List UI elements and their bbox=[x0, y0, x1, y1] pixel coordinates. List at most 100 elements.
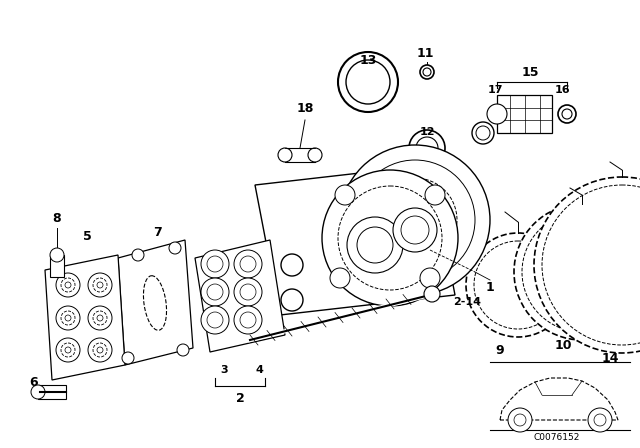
Circle shape bbox=[240, 256, 256, 272]
Circle shape bbox=[93, 343, 107, 357]
Circle shape bbox=[88, 338, 112, 362]
Circle shape bbox=[61, 278, 75, 292]
Bar bbox=[50, 255, 64, 277]
Circle shape bbox=[31, 385, 45, 399]
Circle shape bbox=[207, 256, 223, 272]
Circle shape bbox=[514, 204, 640, 340]
Circle shape bbox=[522, 212, 640, 332]
Text: 7: 7 bbox=[152, 225, 161, 238]
Text: 5: 5 bbox=[83, 229, 92, 242]
Text: C0076152: C0076152 bbox=[534, 432, 580, 441]
Circle shape bbox=[207, 312, 223, 328]
Text: 13: 13 bbox=[359, 53, 377, 66]
Text: 3: 3 bbox=[220, 365, 228, 375]
Circle shape bbox=[508, 408, 532, 432]
Text: 17: 17 bbox=[487, 85, 503, 95]
Circle shape bbox=[308, 148, 322, 162]
Circle shape bbox=[65, 282, 71, 288]
Circle shape bbox=[56, 338, 80, 362]
Circle shape bbox=[534, 177, 640, 353]
Bar bbox=[497, 95, 552, 133]
Circle shape bbox=[122, 352, 134, 364]
Text: 1: 1 bbox=[486, 280, 494, 293]
Circle shape bbox=[97, 347, 103, 353]
Circle shape bbox=[423, 68, 431, 76]
Circle shape bbox=[347, 217, 403, 273]
Text: 9: 9 bbox=[496, 344, 504, 357]
Circle shape bbox=[340, 145, 490, 295]
Bar bbox=[38, 385, 66, 399]
Text: 4: 4 bbox=[255, 365, 263, 375]
Circle shape bbox=[373, 178, 457, 262]
Circle shape bbox=[61, 343, 75, 357]
Circle shape bbox=[169, 242, 181, 254]
Circle shape bbox=[207, 284, 223, 300]
Bar bbox=[285, 148, 315, 162]
Polygon shape bbox=[118, 240, 193, 365]
Circle shape bbox=[234, 278, 262, 306]
Circle shape bbox=[424, 286, 440, 302]
Text: 6: 6 bbox=[29, 375, 38, 388]
Circle shape bbox=[65, 347, 71, 353]
Circle shape bbox=[201, 278, 229, 306]
Circle shape bbox=[472, 122, 494, 144]
Polygon shape bbox=[45, 255, 125, 380]
Polygon shape bbox=[500, 378, 618, 420]
Text: 8: 8 bbox=[52, 211, 61, 224]
Circle shape bbox=[56, 273, 80, 297]
Circle shape bbox=[278, 148, 292, 162]
Circle shape bbox=[346, 60, 390, 104]
Circle shape bbox=[234, 250, 262, 278]
Text: 12: 12 bbox=[419, 127, 435, 137]
Circle shape bbox=[355, 160, 475, 280]
Circle shape bbox=[542, 185, 640, 345]
Circle shape bbox=[562, 109, 572, 119]
Circle shape bbox=[338, 186, 442, 290]
Text: 2-14: 2-14 bbox=[453, 297, 481, 307]
Text: 16: 16 bbox=[555, 85, 571, 95]
Circle shape bbox=[177, 344, 189, 356]
Circle shape bbox=[466, 233, 570, 337]
Circle shape bbox=[558, 105, 576, 123]
Circle shape bbox=[93, 311, 107, 325]
Circle shape bbox=[322, 170, 458, 306]
Circle shape bbox=[476, 126, 490, 140]
Circle shape bbox=[487, 104, 507, 124]
Circle shape bbox=[65, 315, 71, 321]
Circle shape bbox=[357, 227, 393, 263]
Circle shape bbox=[201, 250, 229, 278]
Circle shape bbox=[61, 311, 75, 325]
Text: 15: 15 bbox=[521, 65, 539, 78]
Polygon shape bbox=[255, 165, 455, 315]
Circle shape bbox=[201, 306, 229, 334]
Circle shape bbox=[281, 254, 303, 276]
Text: 18: 18 bbox=[296, 102, 314, 115]
Text: 11: 11 bbox=[416, 47, 434, 60]
Circle shape bbox=[409, 130, 445, 166]
Ellipse shape bbox=[143, 276, 166, 330]
Circle shape bbox=[588, 408, 612, 432]
Circle shape bbox=[240, 284, 256, 300]
Circle shape bbox=[88, 306, 112, 330]
Text: 14: 14 bbox=[601, 352, 619, 365]
Circle shape bbox=[393, 208, 437, 252]
Circle shape bbox=[281, 289, 303, 311]
Text: 2: 2 bbox=[236, 392, 244, 405]
Circle shape bbox=[420, 65, 434, 79]
Circle shape bbox=[93, 278, 107, 292]
Circle shape bbox=[234, 306, 262, 334]
Circle shape bbox=[401, 216, 429, 244]
Circle shape bbox=[425, 185, 445, 205]
Circle shape bbox=[132, 249, 144, 261]
Circle shape bbox=[88, 273, 112, 297]
Circle shape bbox=[416, 137, 438, 159]
Polygon shape bbox=[195, 240, 285, 352]
Circle shape bbox=[335, 185, 355, 205]
Circle shape bbox=[240, 312, 256, 328]
Circle shape bbox=[514, 414, 526, 426]
Circle shape bbox=[338, 52, 398, 112]
Text: 10: 10 bbox=[554, 339, 572, 352]
Circle shape bbox=[330, 268, 350, 288]
Circle shape bbox=[97, 282, 103, 288]
Circle shape bbox=[50, 248, 64, 262]
